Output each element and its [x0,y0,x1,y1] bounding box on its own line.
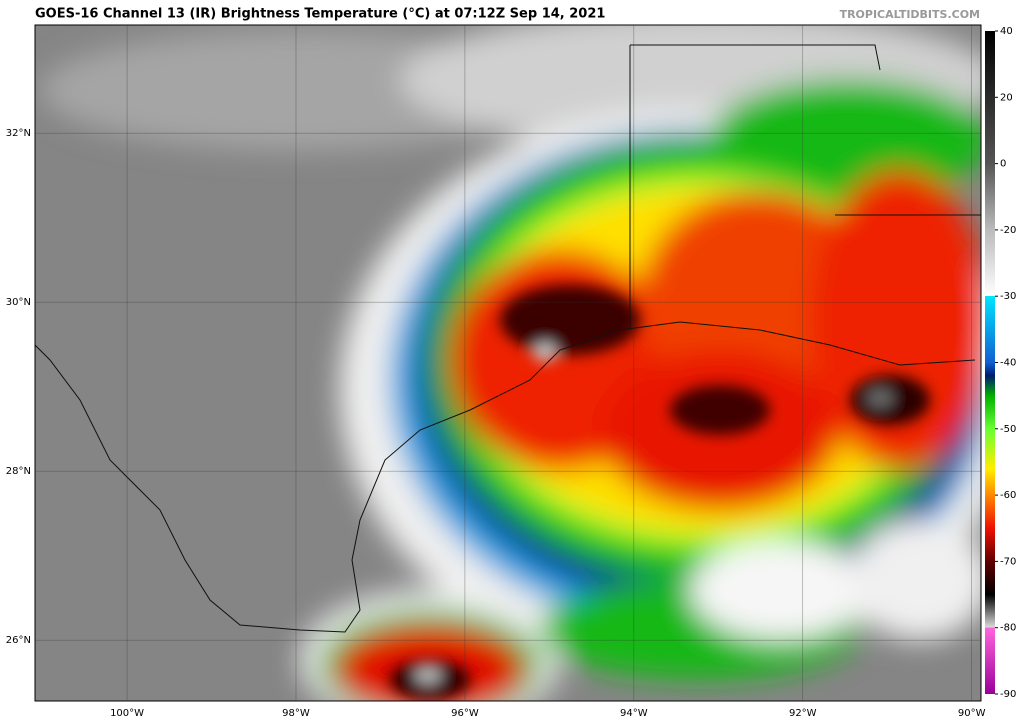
lon-label: 92°W [789,708,817,719]
colorbar-label: 20 [1000,92,1013,103]
colorbar-label: 40 [1000,26,1013,37]
lat-label: 26°N [6,635,31,646]
colorbar-label: -20 [1000,225,1016,236]
colorbar-label: 0 [1000,159,1006,170]
lat-label: 28°N [6,466,31,477]
colorbar-label: -30 [1000,291,1016,302]
coastline [35,44,981,633]
map-frame [34,24,982,702]
lon-label: 98°W [282,708,310,719]
colorbar-label: -50 [1000,424,1016,435]
colorbar-label: -70 [1000,556,1016,567]
colorbar-label: -90 [1000,689,1016,700]
lon-label: 100°W [110,708,144,719]
lat-label: 32°N [6,128,31,139]
colorbar-label: -60 [1000,490,1016,501]
satellite-image [35,25,981,701]
colorbar [985,31,995,694]
colorbar-label: -40 [1000,358,1016,369]
colorbar-label: -80 [1000,623,1016,634]
lon-label: 94°W [620,708,648,719]
credit: TROPICALTIDBITS.COM [840,8,980,21]
title: GOES-16 Channel 13 (IR) Brightness Tempe… [35,7,605,22]
lon-label: 96°W [451,708,479,719]
lon-label: 90°W [958,708,986,719]
lat-label: 30°N [6,297,31,308]
